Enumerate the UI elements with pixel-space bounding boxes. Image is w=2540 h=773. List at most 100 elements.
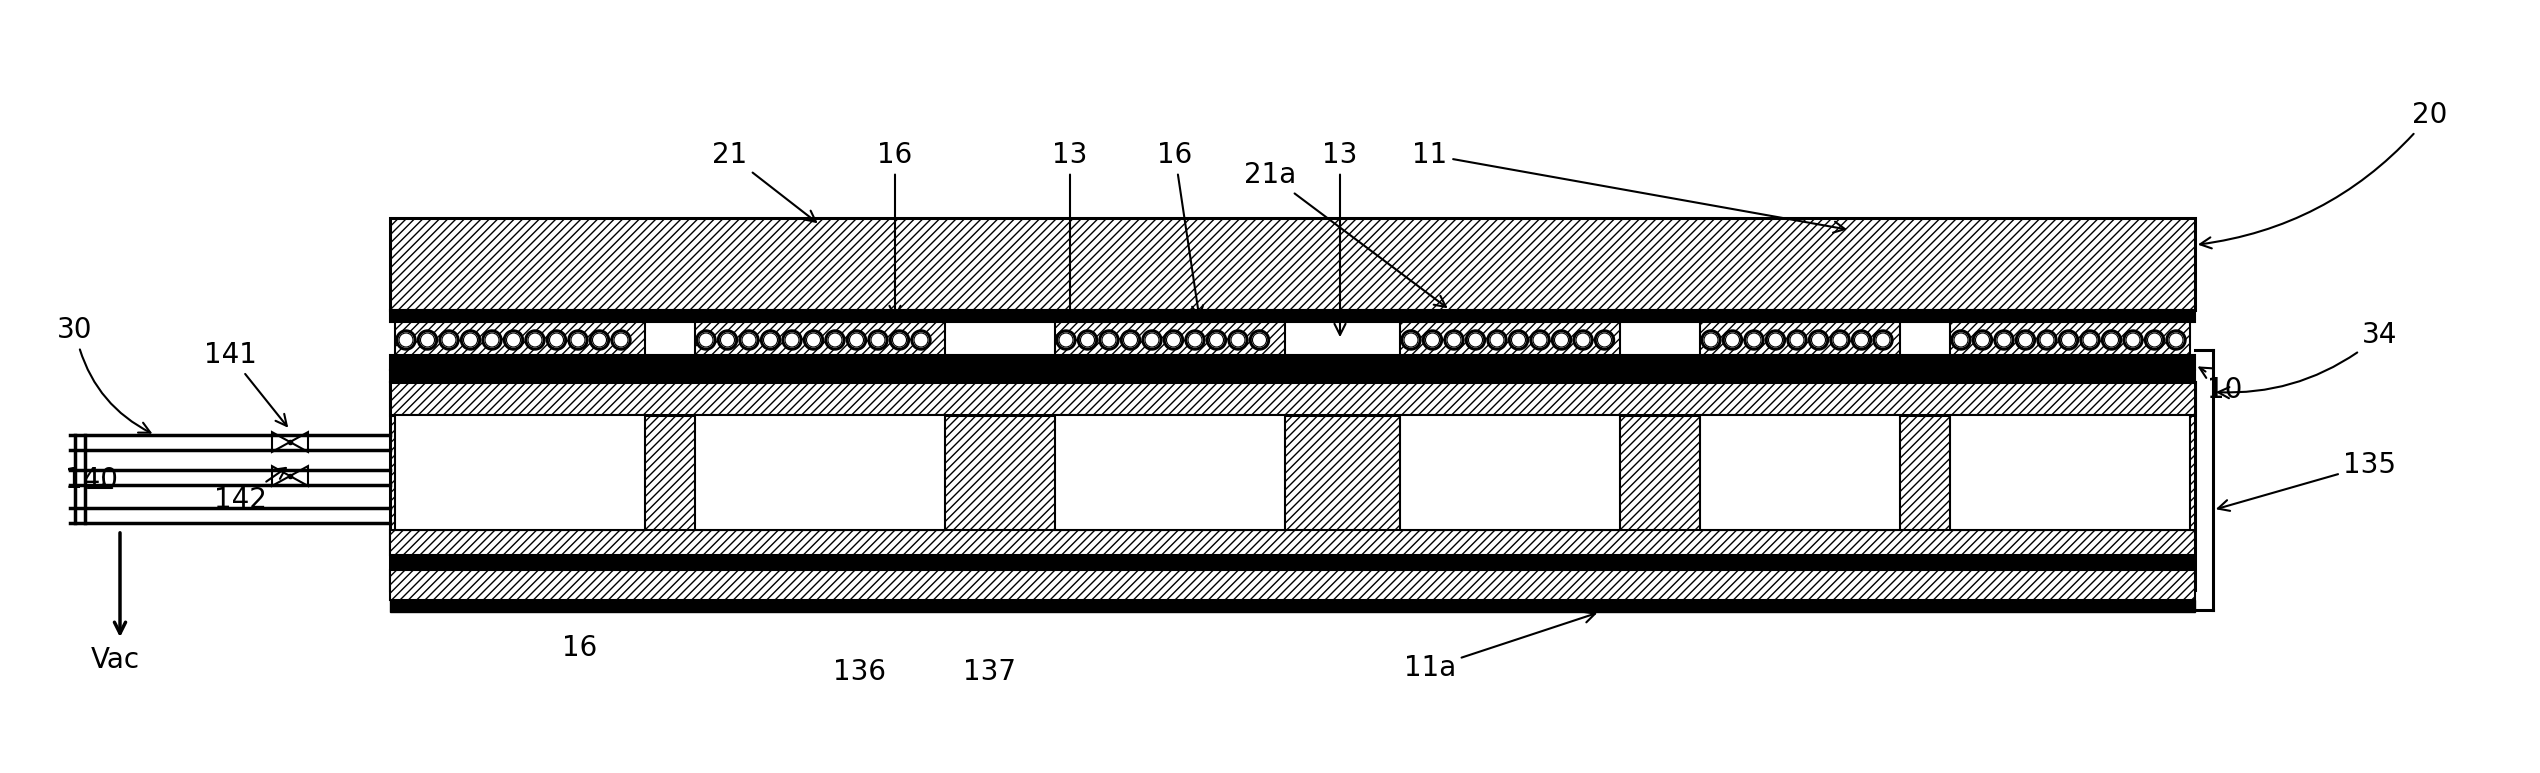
- Circle shape: [462, 333, 478, 347]
- Circle shape: [2106, 333, 2118, 347]
- Circle shape: [2123, 330, 2144, 350]
- Circle shape: [1534, 333, 1547, 347]
- Circle shape: [1702, 330, 1722, 350]
- Circle shape: [2080, 330, 2101, 350]
- Circle shape: [826, 330, 846, 350]
- Circle shape: [569, 330, 587, 350]
- Circle shape: [612, 330, 630, 350]
- Circle shape: [615, 333, 627, 347]
- Circle shape: [2146, 333, 2162, 347]
- Circle shape: [549, 333, 564, 347]
- Circle shape: [2057, 330, 2078, 350]
- Text: 135: 135: [2217, 451, 2398, 511]
- Circle shape: [1953, 333, 1968, 347]
- Circle shape: [2040, 333, 2055, 347]
- Text: Vac: Vac: [91, 646, 140, 674]
- Circle shape: [1186, 330, 1204, 350]
- Circle shape: [572, 333, 584, 347]
- Circle shape: [742, 333, 757, 347]
- Circle shape: [1529, 330, 1549, 350]
- Text: 20: 20: [2200, 101, 2449, 248]
- Circle shape: [1748, 333, 1760, 347]
- Circle shape: [803, 330, 823, 350]
- Circle shape: [589, 330, 610, 350]
- Circle shape: [1057, 330, 1077, 350]
- Circle shape: [1252, 333, 1267, 347]
- Circle shape: [1745, 330, 1763, 350]
- Circle shape: [1143, 330, 1161, 350]
- Circle shape: [1552, 330, 1572, 350]
- Circle shape: [1146, 333, 1158, 347]
- Circle shape: [2101, 330, 2121, 350]
- Circle shape: [1445, 330, 1463, 350]
- Circle shape: [1425, 333, 1440, 347]
- Text: 21a: 21a: [1245, 161, 1445, 307]
- Bar: [1699, 415, 1900, 530]
- Text: 34: 34: [2217, 321, 2398, 398]
- Circle shape: [396, 330, 417, 350]
- Text: 21: 21: [711, 141, 815, 222]
- Circle shape: [1725, 333, 1740, 347]
- Text: 11: 11: [1412, 141, 1844, 233]
- Circle shape: [483, 330, 503, 350]
- Circle shape: [871, 333, 884, 347]
- Circle shape: [399, 333, 414, 347]
- Bar: [391, 382, 2195, 590]
- Circle shape: [1791, 333, 1803, 347]
- Circle shape: [1808, 330, 1829, 350]
- Circle shape: [846, 330, 866, 350]
- Circle shape: [696, 330, 716, 350]
- Text: 13: 13: [1052, 141, 1087, 335]
- Circle shape: [422, 333, 434, 347]
- Circle shape: [1448, 333, 1460, 347]
- Bar: [1951, 322, 2189, 360]
- Circle shape: [503, 330, 523, 350]
- Circle shape: [765, 333, 777, 347]
- Text: 16: 16: [876, 141, 912, 317]
- Bar: [1951, 415, 2189, 530]
- Circle shape: [2062, 333, 2075, 347]
- Circle shape: [1974, 330, 1991, 350]
- Circle shape: [528, 333, 541, 347]
- Bar: [391, 370, 2195, 382]
- Circle shape: [1491, 333, 1504, 347]
- Circle shape: [698, 333, 714, 347]
- Circle shape: [2167, 330, 2187, 350]
- Circle shape: [828, 333, 841, 347]
- Circle shape: [1422, 330, 1443, 350]
- Circle shape: [1468, 333, 1483, 347]
- Text: 16: 16: [1158, 141, 1204, 317]
- Circle shape: [1232, 333, 1245, 347]
- Circle shape: [1059, 333, 1072, 347]
- Bar: [391, 555, 2195, 570]
- Circle shape: [1486, 330, 1506, 350]
- Text: 30: 30: [58, 316, 150, 433]
- Circle shape: [1227, 330, 1247, 350]
- Circle shape: [2144, 330, 2164, 350]
- Circle shape: [1765, 330, 1786, 350]
- Bar: [696, 415, 945, 530]
- Circle shape: [721, 333, 734, 347]
- Circle shape: [1996, 333, 2012, 347]
- Text: 13: 13: [1323, 141, 1359, 335]
- Circle shape: [1209, 333, 1224, 347]
- Circle shape: [1976, 333, 1989, 347]
- Circle shape: [889, 330, 909, 350]
- Bar: [696, 322, 945, 360]
- Bar: [1054, 322, 1285, 360]
- Circle shape: [2037, 330, 2057, 350]
- Circle shape: [1768, 333, 1783, 347]
- Circle shape: [1402, 330, 1420, 350]
- Circle shape: [1598, 333, 1610, 347]
- Circle shape: [739, 330, 759, 350]
- Circle shape: [869, 330, 889, 350]
- Circle shape: [785, 333, 800, 347]
- Circle shape: [1163, 330, 1184, 350]
- Circle shape: [526, 330, 546, 350]
- Circle shape: [1509, 330, 1529, 350]
- Circle shape: [439, 330, 460, 350]
- Circle shape: [2083, 333, 2098, 347]
- Text: 141: 141: [203, 341, 287, 426]
- Circle shape: [848, 333, 864, 347]
- Circle shape: [1854, 333, 1869, 347]
